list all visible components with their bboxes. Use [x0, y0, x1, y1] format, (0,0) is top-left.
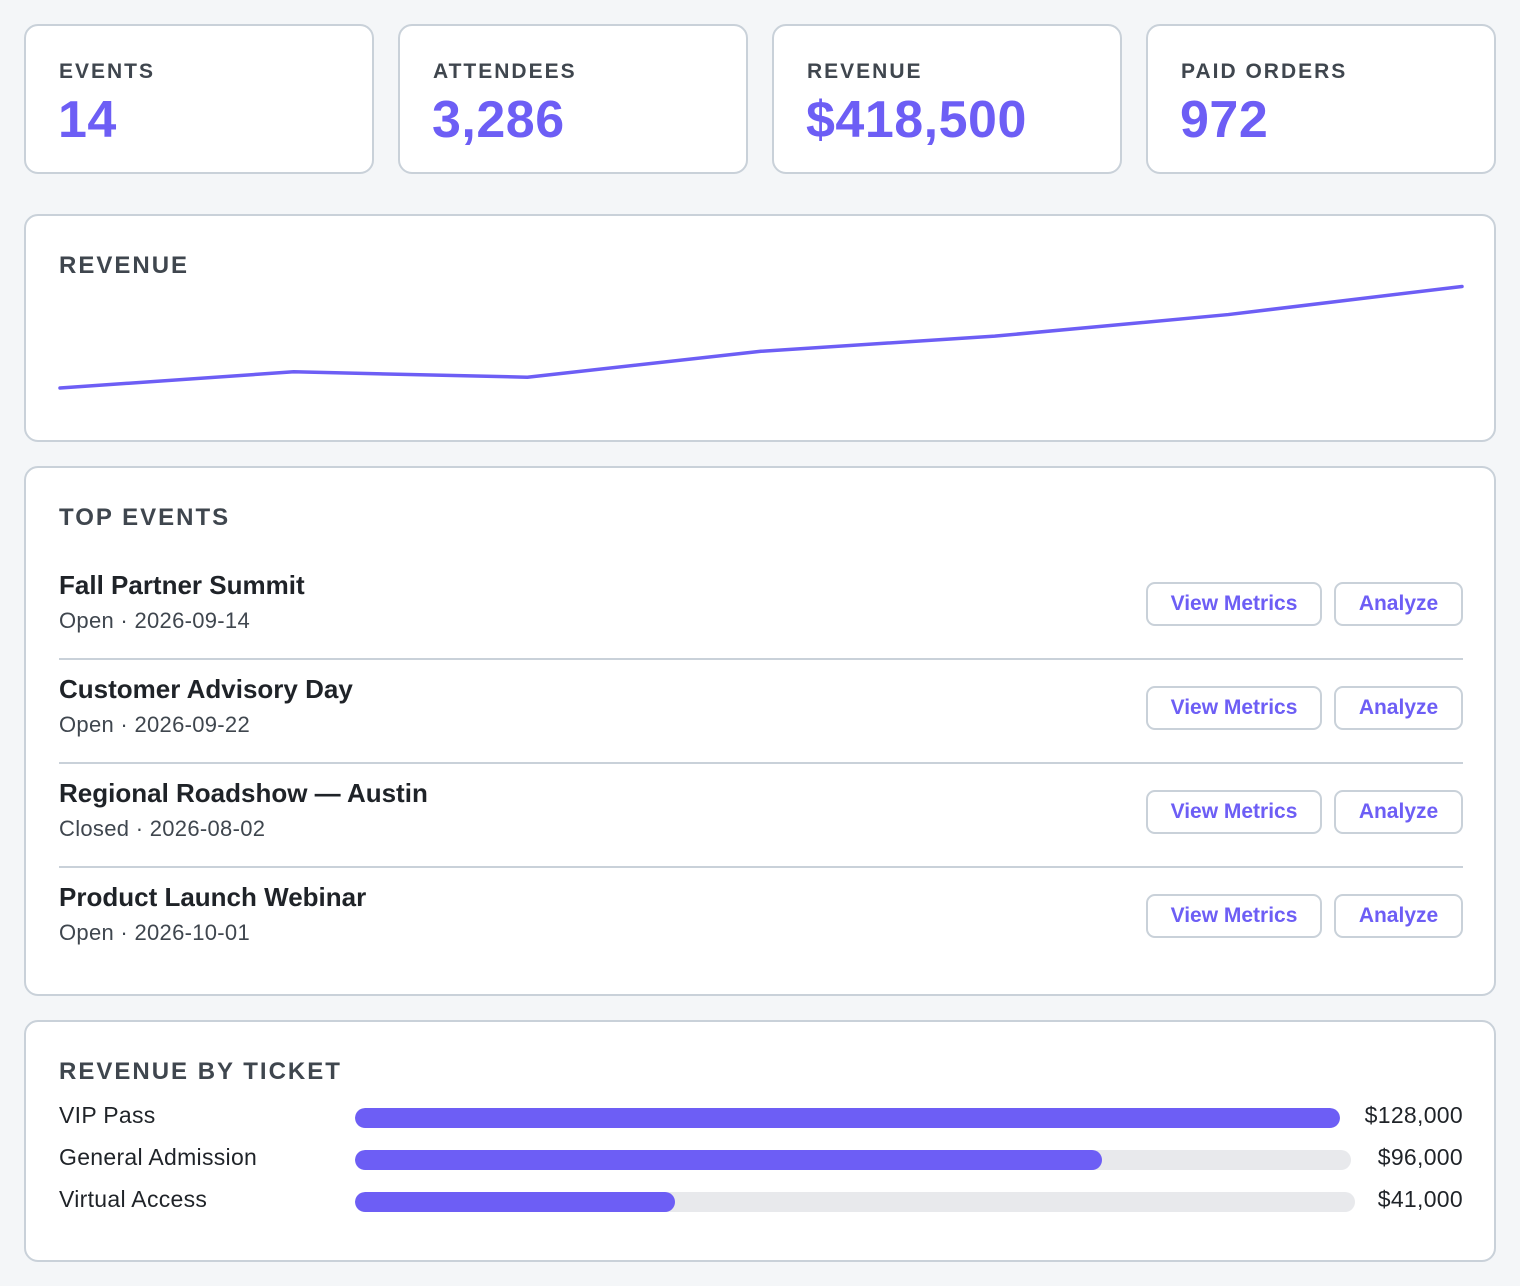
ticket-row: VIP Pass $128,000 [59, 1100, 1463, 1136]
ticket-amount: $128,000 [1364, 1102, 1463, 1128]
ticket-bar-fill [355, 1108, 1340, 1128]
ticket-label: General Admission [59, 1144, 258, 1170]
analyze-button[interactable]: Analyze [1334, 894, 1463, 938]
stat-value: $418,500 [806, 91, 1027, 149]
ticket-row: General Admission $96,000 [59, 1142, 1463, 1178]
view-metrics-button[interactable]: View Metrics [1146, 790, 1322, 834]
view-metrics-button[interactable]: View Metrics [1146, 582, 1322, 626]
ticket-label: VIP Pass [59, 1102, 156, 1128]
stat-card-revenue: REVENUE $418,500 [772, 24, 1122, 174]
revenue-chart-card: REVENUE [24, 214, 1496, 442]
event-meta: Closed · 2026-08-02 [59, 816, 266, 841]
event-row: Customer Advisory Day Open · 2026-09-22 … [59, 660, 1463, 764]
view-metrics-button[interactable]: View Metrics [1146, 686, 1322, 730]
stat-label: ATTENDEES [433, 60, 577, 83]
ticket-bar-track [355, 1108, 1340, 1128]
view-metrics-button[interactable]: View Metrics [1146, 894, 1322, 938]
event-name: Regional Roadshow — Austin [59, 778, 428, 808]
event-row: Product Launch Webinar Open · 2026-10-01… [59, 868, 1463, 972]
event-row: Fall Partner Summit Open · 2026-09-14 Vi… [59, 556, 1463, 660]
event-name: Product Launch Webinar [59, 882, 367, 912]
analyze-button[interactable]: Analyze [1334, 686, 1463, 730]
revenue-line-chart [58, 284, 1464, 390]
revenue-chart-title: REVENUE [59, 252, 190, 279]
stat-label: EVENTS [59, 60, 156, 83]
stat-value: 3,286 [432, 91, 565, 149]
ticket-label: Virtual Access [59, 1186, 208, 1212]
ticket-row: Virtual Access $41,000 [59, 1184, 1463, 1220]
event-meta: Open · 2026-09-14 [59, 608, 251, 633]
ticket-bar-fill [355, 1150, 1102, 1170]
stat-card-paid-orders: PAID ORDERS 972 [1146, 24, 1496, 174]
event-meta: Open · 2026-09-22 [59, 712, 251, 737]
ticket-amount: $96,000 [1377, 1144, 1463, 1170]
analyze-button[interactable]: Analyze [1334, 790, 1463, 834]
revenue-series-line [58, 284, 1464, 390]
event-row: Regional Roadshow — Austin Closed · 2026… [59, 764, 1463, 868]
stat-value: 972 [1180, 91, 1269, 149]
revenue-by-ticket-title: REVENUE BY TICKET [59, 1058, 342, 1085]
analyze-button[interactable]: Analyze [1334, 582, 1463, 626]
ticket-bar-track [355, 1192, 1355, 1212]
ticket-bar-track [355, 1150, 1351, 1170]
stat-value: 14 [58, 91, 117, 149]
event-name: Customer Advisory Day [59, 674, 353, 704]
stat-label: PAID ORDERS [1181, 60, 1348, 83]
event-name: Fall Partner Summit [59, 570, 305, 600]
stat-card-attendees: ATTENDEES 3,286 [398, 24, 748, 174]
revenue-by-ticket-card: REVENUE BY TICKET VIP Pass $128,000 Gene… [24, 1020, 1496, 1262]
stat-card-events: EVENTS 14 [24, 24, 374, 174]
top-events-card: TOP EVENTS Fall Partner Summit Open · 20… [24, 466, 1496, 996]
ticket-amount: $41,000 [1377, 1186, 1463, 1212]
ticket-bar-fill [355, 1192, 675, 1212]
top-events-title: TOP EVENTS [59, 504, 231, 531]
event-meta: Open · 2026-10-01 [59, 920, 251, 945]
stat-label: REVENUE [807, 60, 923, 83]
